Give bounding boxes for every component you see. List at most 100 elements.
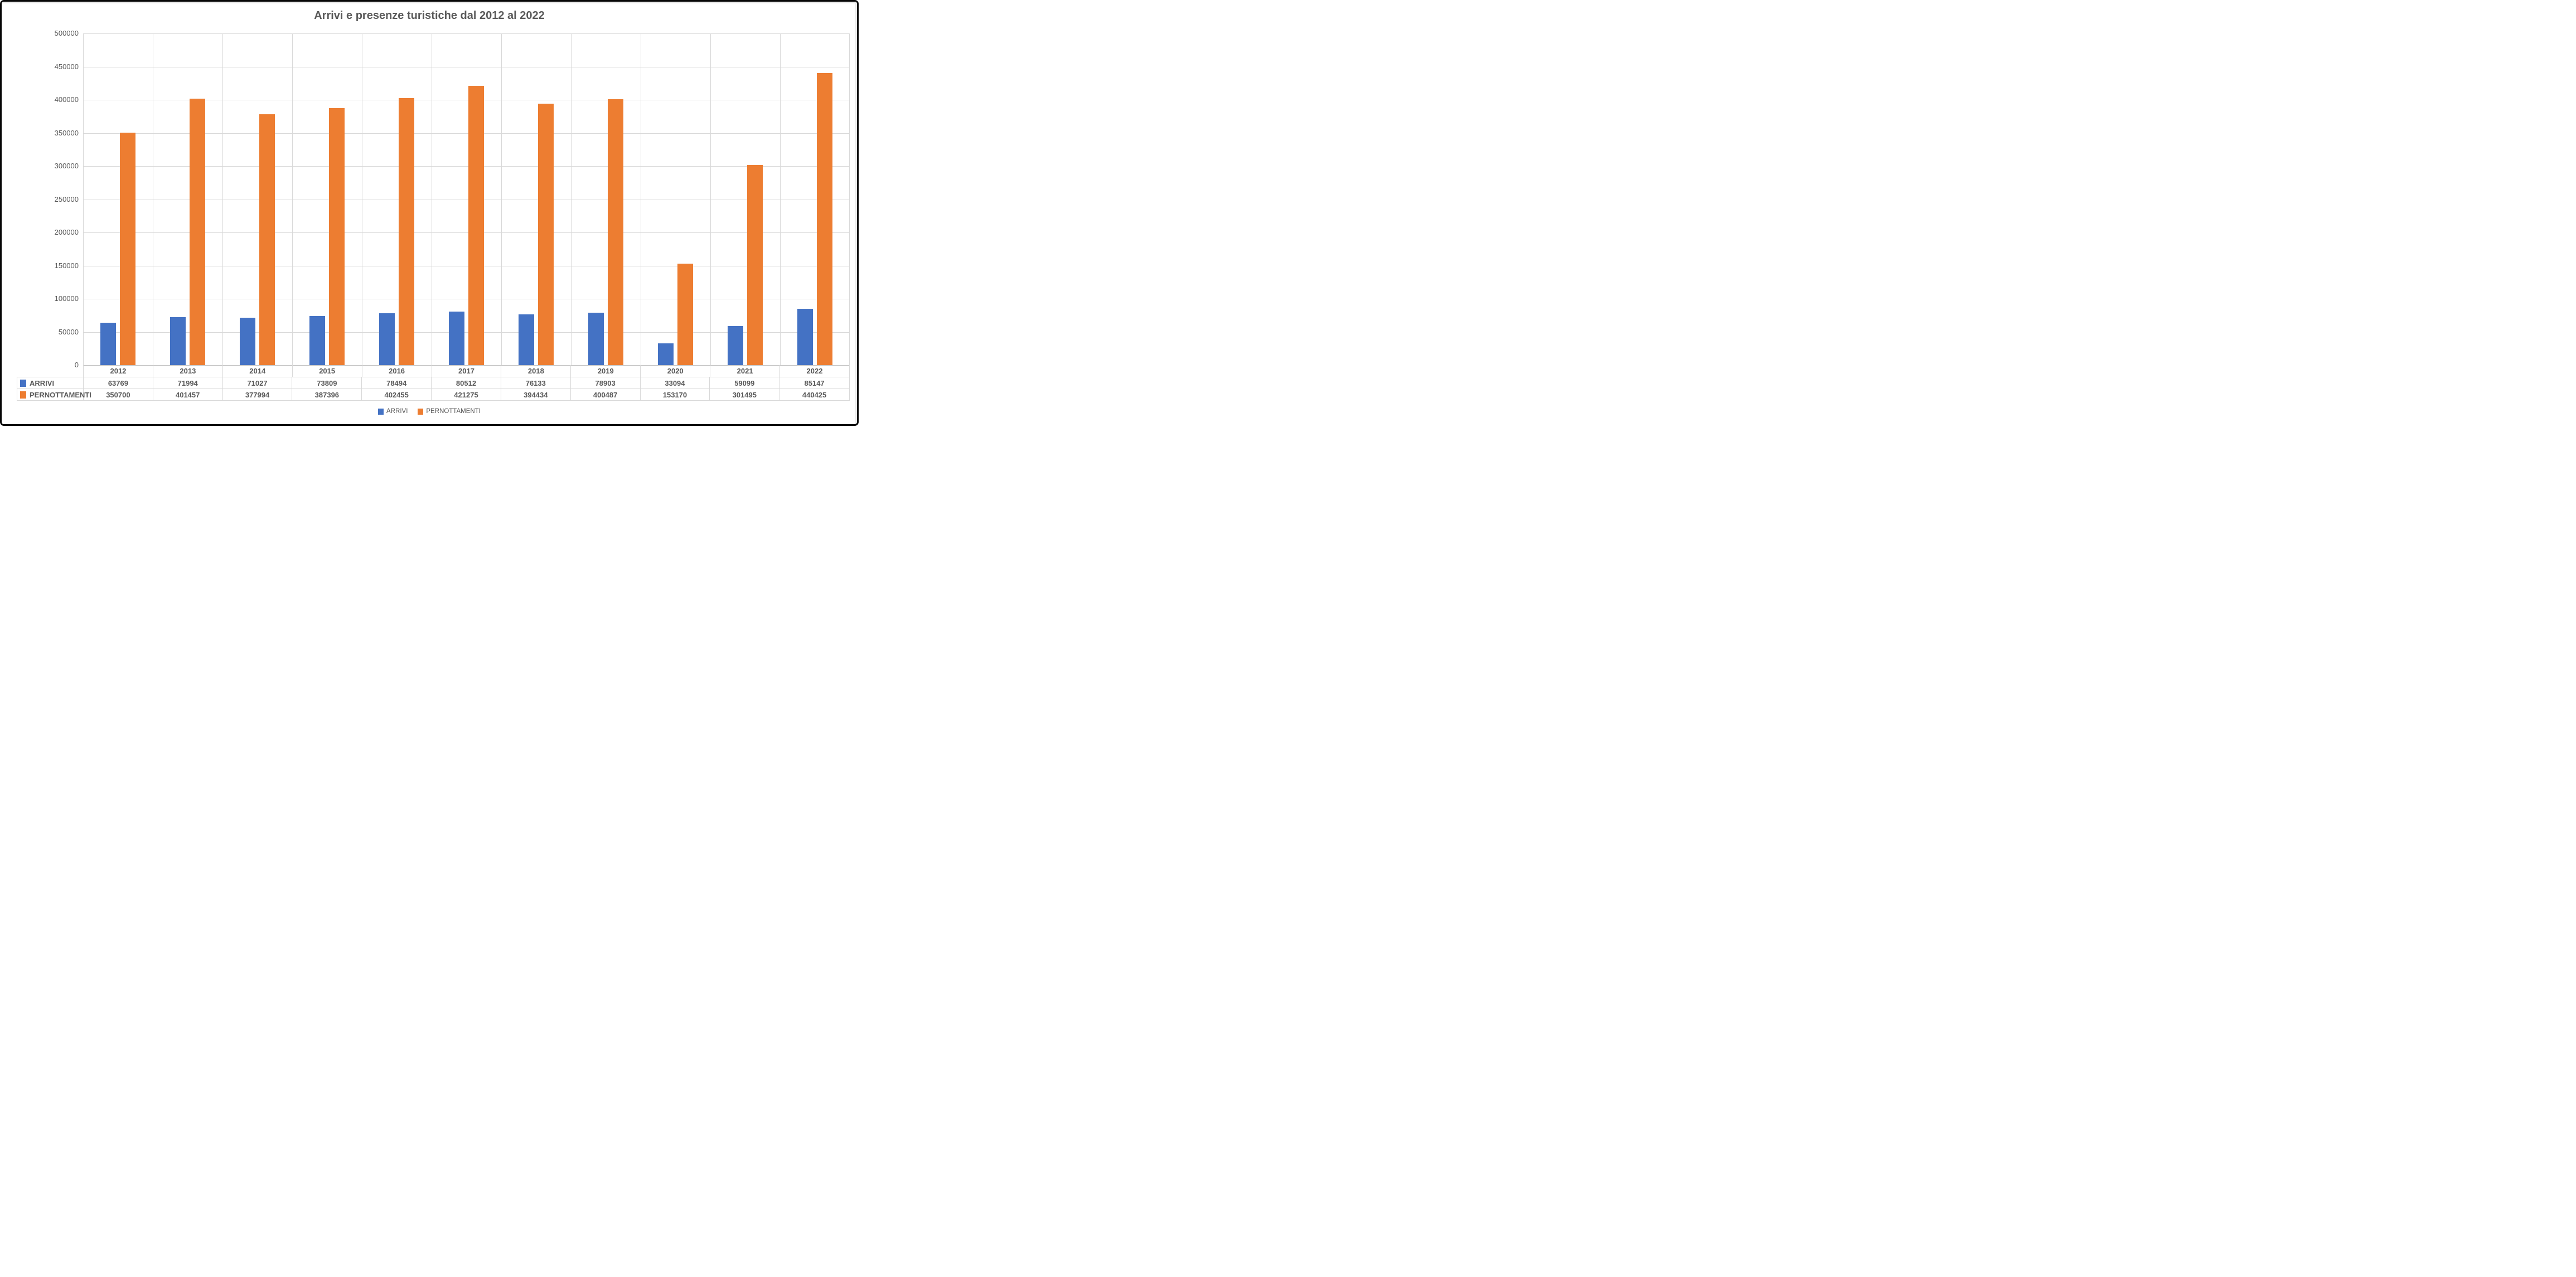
series-name-label: ARRIVI <box>30 378 55 387</box>
bar-arrivi <box>728 326 743 365</box>
bar-arrivi <box>588 313 604 365</box>
table-cell: 59099 <box>710 377 780 389</box>
table-cell: 301495 <box>710 389 780 400</box>
bar-pernottamenti <box>190 99 205 365</box>
table-cell: 421275 <box>432 389 501 400</box>
table-cell: 387396 <box>292 389 362 400</box>
table-cell: 350700 <box>84 389 153 400</box>
bar-arrivi <box>240 318 255 365</box>
horizontal-gridline <box>83 232 850 233</box>
bar-group <box>571 33 641 365</box>
bar-group <box>362 33 432 365</box>
x-category-label: 2021 <box>710 365 781 377</box>
horizontal-gridline <box>83 133 850 134</box>
x-category-label: 2012 <box>84 365 153 377</box>
y-tick-label: 300000 <box>54 162 79 170</box>
legend: ARRIVI PERNOTTAMENTI <box>2 408 857 415</box>
chart-title: Arrivi e presenze turistiche dal 2012 al… <box>314 9 545 22</box>
bar-arrivi <box>379 313 395 365</box>
window-top-strip <box>2 2 857 3</box>
bar-group <box>153 33 222 365</box>
legend-key-swatch <box>20 379 26 387</box>
bar-group <box>780 33 850 365</box>
bar-group <box>501 33 571 365</box>
chart-window: Arrivi e presenze turistiche dal 2012 al… <box>0 0 859 426</box>
x-category-label: 2013 <box>153 365 223 377</box>
bar-group <box>710 33 780 365</box>
horizontal-gridline <box>83 166 850 167</box>
x-category-label: 2019 <box>571 365 641 377</box>
horizontal-gridline <box>83 332 850 333</box>
table-cell: 71994 <box>153 377 223 389</box>
bar-group <box>641 33 710 365</box>
x-category-label: 2018 <box>501 365 572 377</box>
bar-pernottamenti <box>538 103 554 365</box>
table-row-header: ARRIVI <box>17 377 84 389</box>
table-cell: 153170 <box>641 389 710 400</box>
bar-pernottamenti <box>329 108 345 365</box>
table-row-header: PERNOTTAMENTI <box>17 389 91 400</box>
bar-pernottamenti <box>259 114 275 365</box>
data-table: ARRIVI 63769 71994 71027 73809 78494 80512 7613… <box>17 377 850 401</box>
bar-arrivi <box>170 317 186 365</box>
y-tick-label: 0 <box>74 361 79 369</box>
bar-arrivi <box>449 312 464 365</box>
table-cell: 394434 <box>501 389 571 400</box>
y-tick-label: 200000 <box>54 228 79 236</box>
table-cell: 33094 <box>640 377 710 389</box>
legend-label: PERNOTTAMENTI <box>426 408 481 415</box>
table-cell: 73809 <box>292 377 362 389</box>
bar-pernottamenti <box>677 263 693 365</box>
x-category-label: 2016 <box>362 365 432 377</box>
legend-swatch <box>418 408 424 415</box>
table-cell: 85147 <box>779 377 849 389</box>
bars-layer <box>83 33 850 365</box>
horizontal-gridline <box>83 33 850 34</box>
plot-area <box>83 33 850 366</box>
bar-pernottamenti <box>747 165 763 365</box>
bar-arrivi <box>658 343 674 365</box>
table-cell: 377994 <box>223 389 293 400</box>
legend-label: ARRIVI <box>386 408 408 415</box>
y-tick-label: 250000 <box>54 195 79 203</box>
bar-pernottamenti <box>120 132 135 365</box>
table-cell: 400487 <box>571 389 641 400</box>
series-name-label: PERNOTTAMENTI <box>30 390 91 399</box>
x-category-label: 2022 <box>780 365 850 377</box>
bar-arrivi <box>797 308 813 365</box>
bar-pernottamenti <box>608 99 623 365</box>
table-cell: 80512 <box>432 377 501 389</box>
y-axis-tick-labels: 500000 450000 400000 350000 300000 250000 2000… <box>2 29 79 369</box>
y-tick-label: 150000 <box>54 261 79 270</box>
table-cell: 440425 <box>802 390 827 399</box>
legend-key-swatch <box>20 391 26 399</box>
y-tick-label: 500000 <box>54 29 79 37</box>
legend-swatch <box>378 408 384 415</box>
y-tick-label: 450000 <box>54 62 79 71</box>
table-cell: 76133 <box>501 377 571 389</box>
bar-arrivi <box>100 323 116 365</box>
x-category-label: 2015 <box>293 365 362 377</box>
table-cell: 63769 <box>84 377 153 389</box>
table-cell: 78903 <box>570 377 641 389</box>
bar-group <box>432 33 501 365</box>
bar-group <box>83 33 153 365</box>
table-cell: 401457 <box>153 389 223 400</box>
y-tick-label: 100000 <box>54 294 79 303</box>
y-tick-label: 350000 <box>54 128 79 137</box>
bar-arrivi <box>309 316 325 365</box>
bar-arrivi <box>519 314 534 365</box>
bar-pernottamenti <box>817 72 832 365</box>
x-category-label: 2014 <box>223 365 293 377</box>
x-category-label: 2020 <box>641 365 711 377</box>
legend-item: PERNOTTAMENTI <box>418 408 481 415</box>
bar-pernottamenti <box>399 98 414 365</box>
table-cell: 71027 <box>222 377 293 389</box>
y-tick-label: 50000 <box>58 327 79 336</box>
x-category-label: 2017 <box>432 365 502 377</box>
legend-item: ARRIVI <box>378 408 408 415</box>
y-tick-label: 400000 <box>54 95 79 104</box>
bar-group <box>222 33 292 365</box>
bar-group <box>292 33 362 365</box>
table-cell: 402455 <box>362 389 432 400</box>
